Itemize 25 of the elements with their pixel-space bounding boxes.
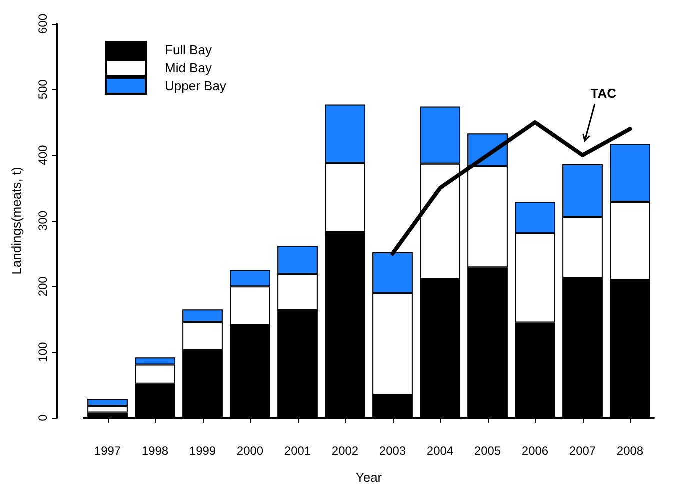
x-tick-label: 2000 [236, 444, 264, 458]
x-tick-label: 1997 [94, 444, 122, 458]
text: TAC [590, 86, 617, 102]
legend-label: Full Bay [165, 42, 212, 58]
x-axis-title: Year [356, 470, 383, 485]
x-tick-label: 2006 [522, 444, 549, 458]
legend-label: Upper Bay [165, 78, 227, 94]
x-tick-label: 2001 [284, 444, 312, 458]
x-tick-label: 1999 [189, 444, 216, 458]
x-tick-label: 2003 [379, 444, 406, 458]
x-tick-label: 2008 [616, 444, 644, 458]
y-axis-title: Landings(meats, t) [9, 167, 24, 275]
y-tick-label: 500 [36, 79, 50, 100]
y-tick-label: 600 [36, 14, 50, 34]
y-tick-label: 0 [36, 414, 50, 422]
x-tick-label: 2004 [426, 444, 454, 458]
legend-label: Mid Bay [165, 60, 212, 76]
x-tick-label: 2002 [332, 444, 359, 458]
x-tick-label: 2007 [569, 444, 596, 458]
y-tick-label: 400 [36, 145, 50, 166]
y-tick-label: 100 [36, 342, 50, 362]
x-tick-label: 1998 [142, 444, 169, 458]
x-tick-label: 2005 [474, 444, 502, 458]
y-tick-label: 300 [36, 210, 50, 232]
y-tick-label: 200 [36, 276, 50, 297]
